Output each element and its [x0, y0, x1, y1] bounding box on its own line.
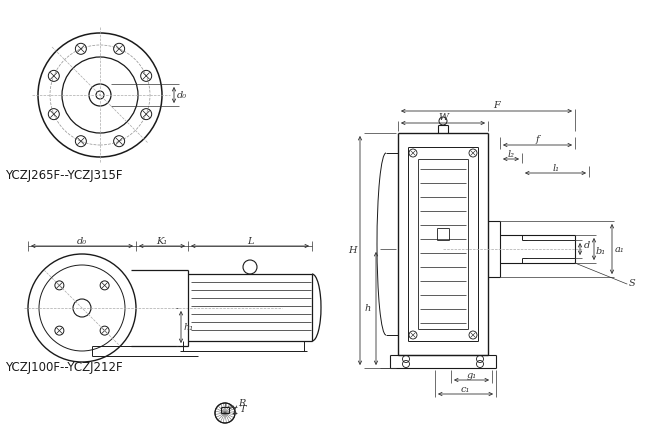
Text: h₁: h₁: [184, 323, 194, 331]
Text: W: W: [438, 113, 448, 121]
Text: d: d: [584, 241, 590, 249]
Text: l₁: l₁: [553, 163, 560, 172]
Text: R: R: [239, 400, 246, 408]
Text: F: F: [493, 101, 500, 109]
Text: l₂: l₂: [508, 149, 515, 159]
Text: YCZJ265F--YCZJ315F: YCZJ265F--YCZJ315F: [5, 168, 122, 182]
Text: d₀: d₀: [77, 237, 87, 245]
Text: H: H: [348, 246, 356, 255]
Text: YCZJ100F--YCZJ212F: YCZJ100F--YCZJ212F: [5, 361, 123, 374]
Text: g₁: g₁: [467, 370, 476, 380]
Text: K₁: K₁: [157, 237, 168, 245]
Text: f: f: [536, 135, 540, 144]
Text: S: S: [629, 280, 635, 288]
Text: a₁: a₁: [615, 245, 625, 253]
Text: L: L: [247, 237, 254, 245]
Text: c₁: c₁: [461, 385, 470, 393]
Text: b₁: b₁: [596, 246, 606, 256]
Text: T: T: [240, 405, 246, 415]
Text: h: h: [365, 304, 371, 313]
Text: d₀: d₀: [177, 90, 187, 100]
